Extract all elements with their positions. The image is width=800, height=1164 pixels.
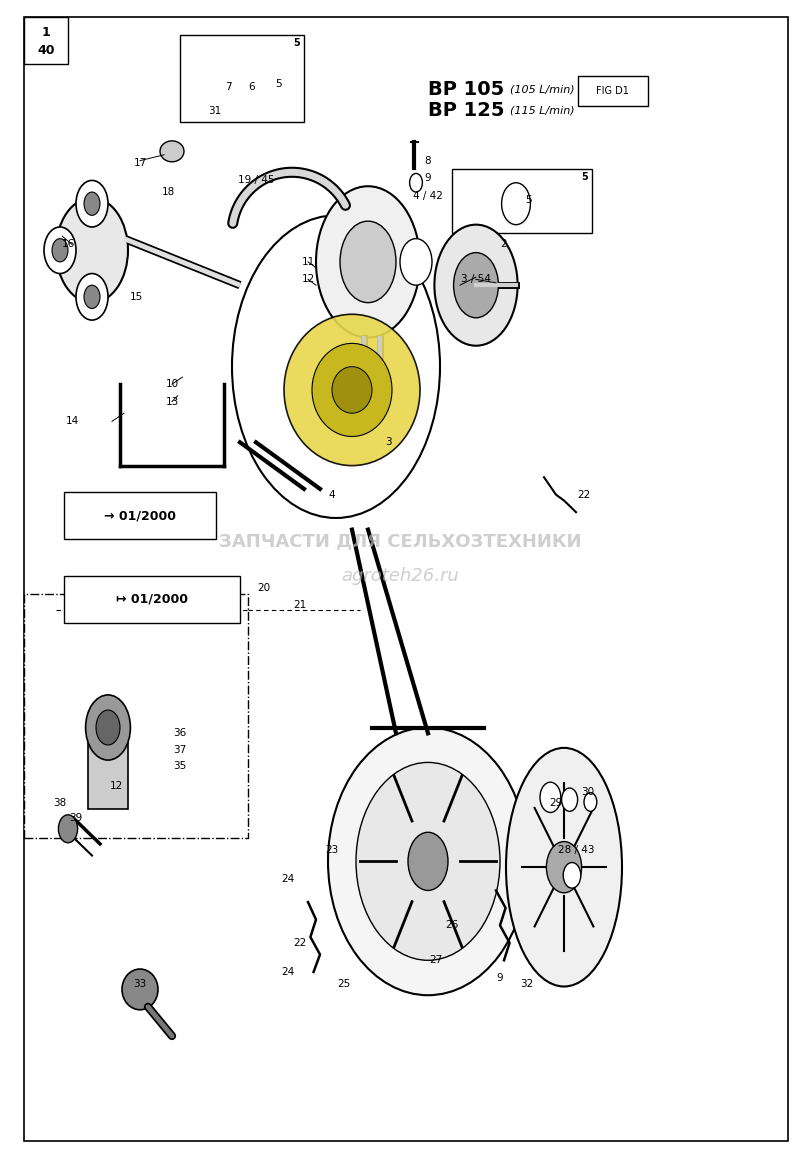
Bar bbox=[64, 492, 216, 539]
Ellipse shape bbox=[284, 314, 420, 466]
Text: (115 L/min): (115 L/min) bbox=[510, 106, 575, 115]
Text: BP 125: BP 125 bbox=[428, 101, 505, 120]
Circle shape bbox=[584, 793, 597, 811]
Text: 4: 4 bbox=[329, 490, 335, 499]
Text: 8: 8 bbox=[425, 156, 431, 165]
Text: 29: 29 bbox=[550, 799, 562, 808]
Bar bbox=[578, 76, 648, 106]
Ellipse shape bbox=[506, 748, 622, 987]
Text: 15: 15 bbox=[130, 292, 142, 301]
Text: 12: 12 bbox=[302, 275, 314, 284]
Text: ↦ 01/2000: ↦ 01/2000 bbox=[116, 592, 188, 606]
Circle shape bbox=[44, 227, 76, 274]
Text: 12: 12 bbox=[110, 781, 122, 790]
Text: 23: 23 bbox=[326, 845, 338, 854]
Text: BP 105: BP 105 bbox=[428, 80, 504, 99]
Text: 19 / 45: 19 / 45 bbox=[238, 176, 274, 185]
Text: 25: 25 bbox=[338, 979, 350, 988]
Text: 32: 32 bbox=[520, 979, 533, 988]
Circle shape bbox=[58, 815, 78, 843]
Text: (105 L/min): (105 L/min) bbox=[510, 85, 575, 94]
Text: 28 / 43: 28 / 43 bbox=[558, 845, 594, 854]
Circle shape bbox=[410, 173, 422, 192]
Bar bbox=[24, 594, 248, 838]
Text: 11: 11 bbox=[302, 257, 314, 267]
Circle shape bbox=[400, 239, 432, 285]
Text: 9: 9 bbox=[425, 173, 431, 183]
Bar bbox=[180, 35, 304, 122]
Circle shape bbox=[76, 274, 108, 320]
Text: 33: 33 bbox=[134, 979, 146, 988]
Text: 6: 6 bbox=[249, 83, 255, 92]
Text: 9: 9 bbox=[497, 973, 503, 982]
Text: 21: 21 bbox=[294, 601, 306, 610]
Text: 37: 37 bbox=[174, 745, 186, 754]
Text: 16: 16 bbox=[62, 240, 74, 249]
Text: 5: 5 bbox=[582, 172, 588, 183]
Text: 10: 10 bbox=[166, 379, 178, 389]
Circle shape bbox=[84, 192, 100, 215]
Text: 2: 2 bbox=[501, 240, 507, 249]
Ellipse shape bbox=[332, 367, 372, 413]
Text: 24: 24 bbox=[282, 874, 294, 883]
Circle shape bbox=[434, 225, 518, 346]
Text: 13: 13 bbox=[166, 397, 178, 406]
Text: 1: 1 bbox=[42, 26, 50, 40]
Ellipse shape bbox=[122, 968, 158, 1010]
Circle shape bbox=[96, 710, 120, 745]
Circle shape bbox=[546, 842, 582, 893]
Text: 27: 27 bbox=[430, 956, 442, 965]
Text: 22: 22 bbox=[294, 938, 306, 947]
Text: 24: 24 bbox=[282, 967, 294, 977]
Circle shape bbox=[563, 863, 581, 888]
Text: 3: 3 bbox=[385, 438, 391, 447]
Text: 26: 26 bbox=[446, 921, 458, 930]
Circle shape bbox=[316, 186, 420, 338]
Text: 3 / 54: 3 / 54 bbox=[461, 275, 491, 284]
Text: 17: 17 bbox=[134, 158, 146, 168]
Text: 18: 18 bbox=[162, 187, 174, 197]
Text: 35: 35 bbox=[174, 761, 186, 771]
Text: 20: 20 bbox=[258, 583, 270, 592]
Circle shape bbox=[84, 285, 100, 308]
Circle shape bbox=[76, 180, 108, 227]
Circle shape bbox=[540, 782, 561, 812]
Text: FIG D1: FIG D1 bbox=[596, 86, 630, 95]
Text: 7: 7 bbox=[225, 83, 231, 92]
Text: 38: 38 bbox=[54, 799, 66, 808]
Text: ЗАПЧАСТИ ДЛЯ СЕЛЬХОЗТЕХНИКИ: ЗАПЧАСТИ ДЛЯ СЕЛЬХОЗТЕХНИКИ bbox=[218, 532, 582, 551]
Ellipse shape bbox=[160, 141, 184, 162]
Circle shape bbox=[340, 221, 396, 303]
Circle shape bbox=[502, 183, 530, 225]
Text: 22: 22 bbox=[578, 490, 590, 499]
Text: 5: 5 bbox=[294, 38, 300, 49]
Circle shape bbox=[454, 253, 498, 318]
Text: agroteh26.ru: agroteh26.ru bbox=[341, 567, 459, 585]
Circle shape bbox=[52, 239, 68, 262]
Ellipse shape bbox=[356, 762, 500, 960]
Bar bbox=[88, 728, 128, 809]
Bar bbox=[452, 169, 592, 233]
Circle shape bbox=[86, 695, 130, 760]
Text: 14: 14 bbox=[66, 417, 78, 426]
Text: 4 / 42: 4 / 42 bbox=[413, 191, 443, 200]
Bar bbox=[24, 17, 68, 64]
Bar bbox=[64, 576, 240, 623]
Text: 5: 5 bbox=[275, 79, 282, 88]
Text: 39: 39 bbox=[70, 814, 82, 823]
Circle shape bbox=[408, 832, 448, 890]
Ellipse shape bbox=[328, 728, 528, 995]
Text: 40: 40 bbox=[38, 43, 54, 57]
Circle shape bbox=[562, 788, 578, 811]
Ellipse shape bbox=[312, 343, 392, 436]
Circle shape bbox=[56, 198, 128, 303]
Text: 5: 5 bbox=[525, 196, 531, 205]
Text: 36: 36 bbox=[174, 729, 186, 738]
Text: 30: 30 bbox=[582, 787, 594, 796]
Text: → 01/2000: → 01/2000 bbox=[104, 509, 176, 523]
Text: 31: 31 bbox=[208, 106, 221, 115]
